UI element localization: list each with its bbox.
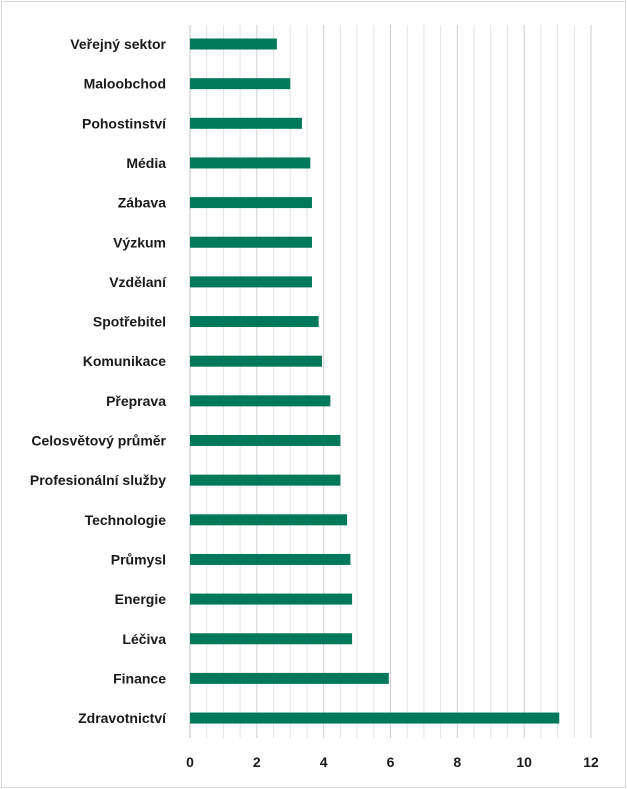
category-label: Maloobchod bbox=[84, 76, 166, 92]
bar bbox=[190, 236, 312, 248]
category-label: Zdravotnictví bbox=[78, 710, 167, 726]
bar bbox=[190, 593, 353, 605]
category-label: Léčiva bbox=[122, 631, 166, 647]
bar bbox=[190, 553, 351, 565]
bar bbox=[190, 78, 291, 90]
x-tick-label: 0 bbox=[186, 754, 194, 770]
category-label: Celosvětový průměr bbox=[31, 433, 166, 449]
bar bbox=[190, 316, 319, 328]
bar bbox=[190, 157, 311, 169]
bar bbox=[190, 117, 302, 129]
bar bbox=[190, 474, 341, 486]
grid-lines bbox=[189, 25, 592, 738]
category-label: Profesionální služby bbox=[30, 472, 166, 488]
x-tick-label: 2 bbox=[253, 754, 261, 770]
bar bbox=[190, 633, 353, 645]
x-tick-label: 4 bbox=[320, 754, 328, 770]
category-label: Komunikace bbox=[83, 353, 166, 369]
x-tick-label: 10 bbox=[516, 754, 532, 770]
category-label: Média bbox=[126, 155, 166, 171]
bar bbox=[190, 712, 560, 724]
category-label: Finance bbox=[113, 670, 166, 686]
category-label: Energie bbox=[115, 591, 167, 607]
category-label: Výzkum bbox=[113, 234, 166, 250]
bar bbox=[190, 276, 312, 288]
bar bbox=[190, 395, 331, 407]
x-tick-label: 8 bbox=[453, 754, 461, 770]
bars bbox=[190, 38, 560, 724]
category-labels: Veřejný sektor Maloobchod Pohostinství Médi… bbox=[30, 36, 167, 726]
x-tick-label: 12 bbox=[583, 754, 599, 770]
category-label: Technologie bbox=[85, 512, 167, 528]
bar bbox=[190, 514, 348, 526]
bar bbox=[190, 38, 277, 50]
category-label: Pohostinství bbox=[82, 115, 167, 131]
bar bbox=[190, 672, 389, 684]
category-label: Spotřebitel bbox=[93, 314, 166, 330]
category-label: Průmysl bbox=[111, 551, 166, 567]
x-tick-labels: 0 2 4 6 8 10 12 bbox=[186, 754, 599, 770]
category-label: Veřejný sektor bbox=[70, 36, 166, 52]
category-label: Zábava bbox=[118, 195, 166, 211]
category-label: Vzdělaní bbox=[109, 274, 167, 290]
bar bbox=[190, 355, 322, 367]
bar bbox=[190, 435, 341, 446]
bar bbox=[190, 197, 312, 209]
category-label: Přeprava bbox=[106, 393, 166, 409]
x-tick-label: 6 bbox=[387, 754, 395, 770]
